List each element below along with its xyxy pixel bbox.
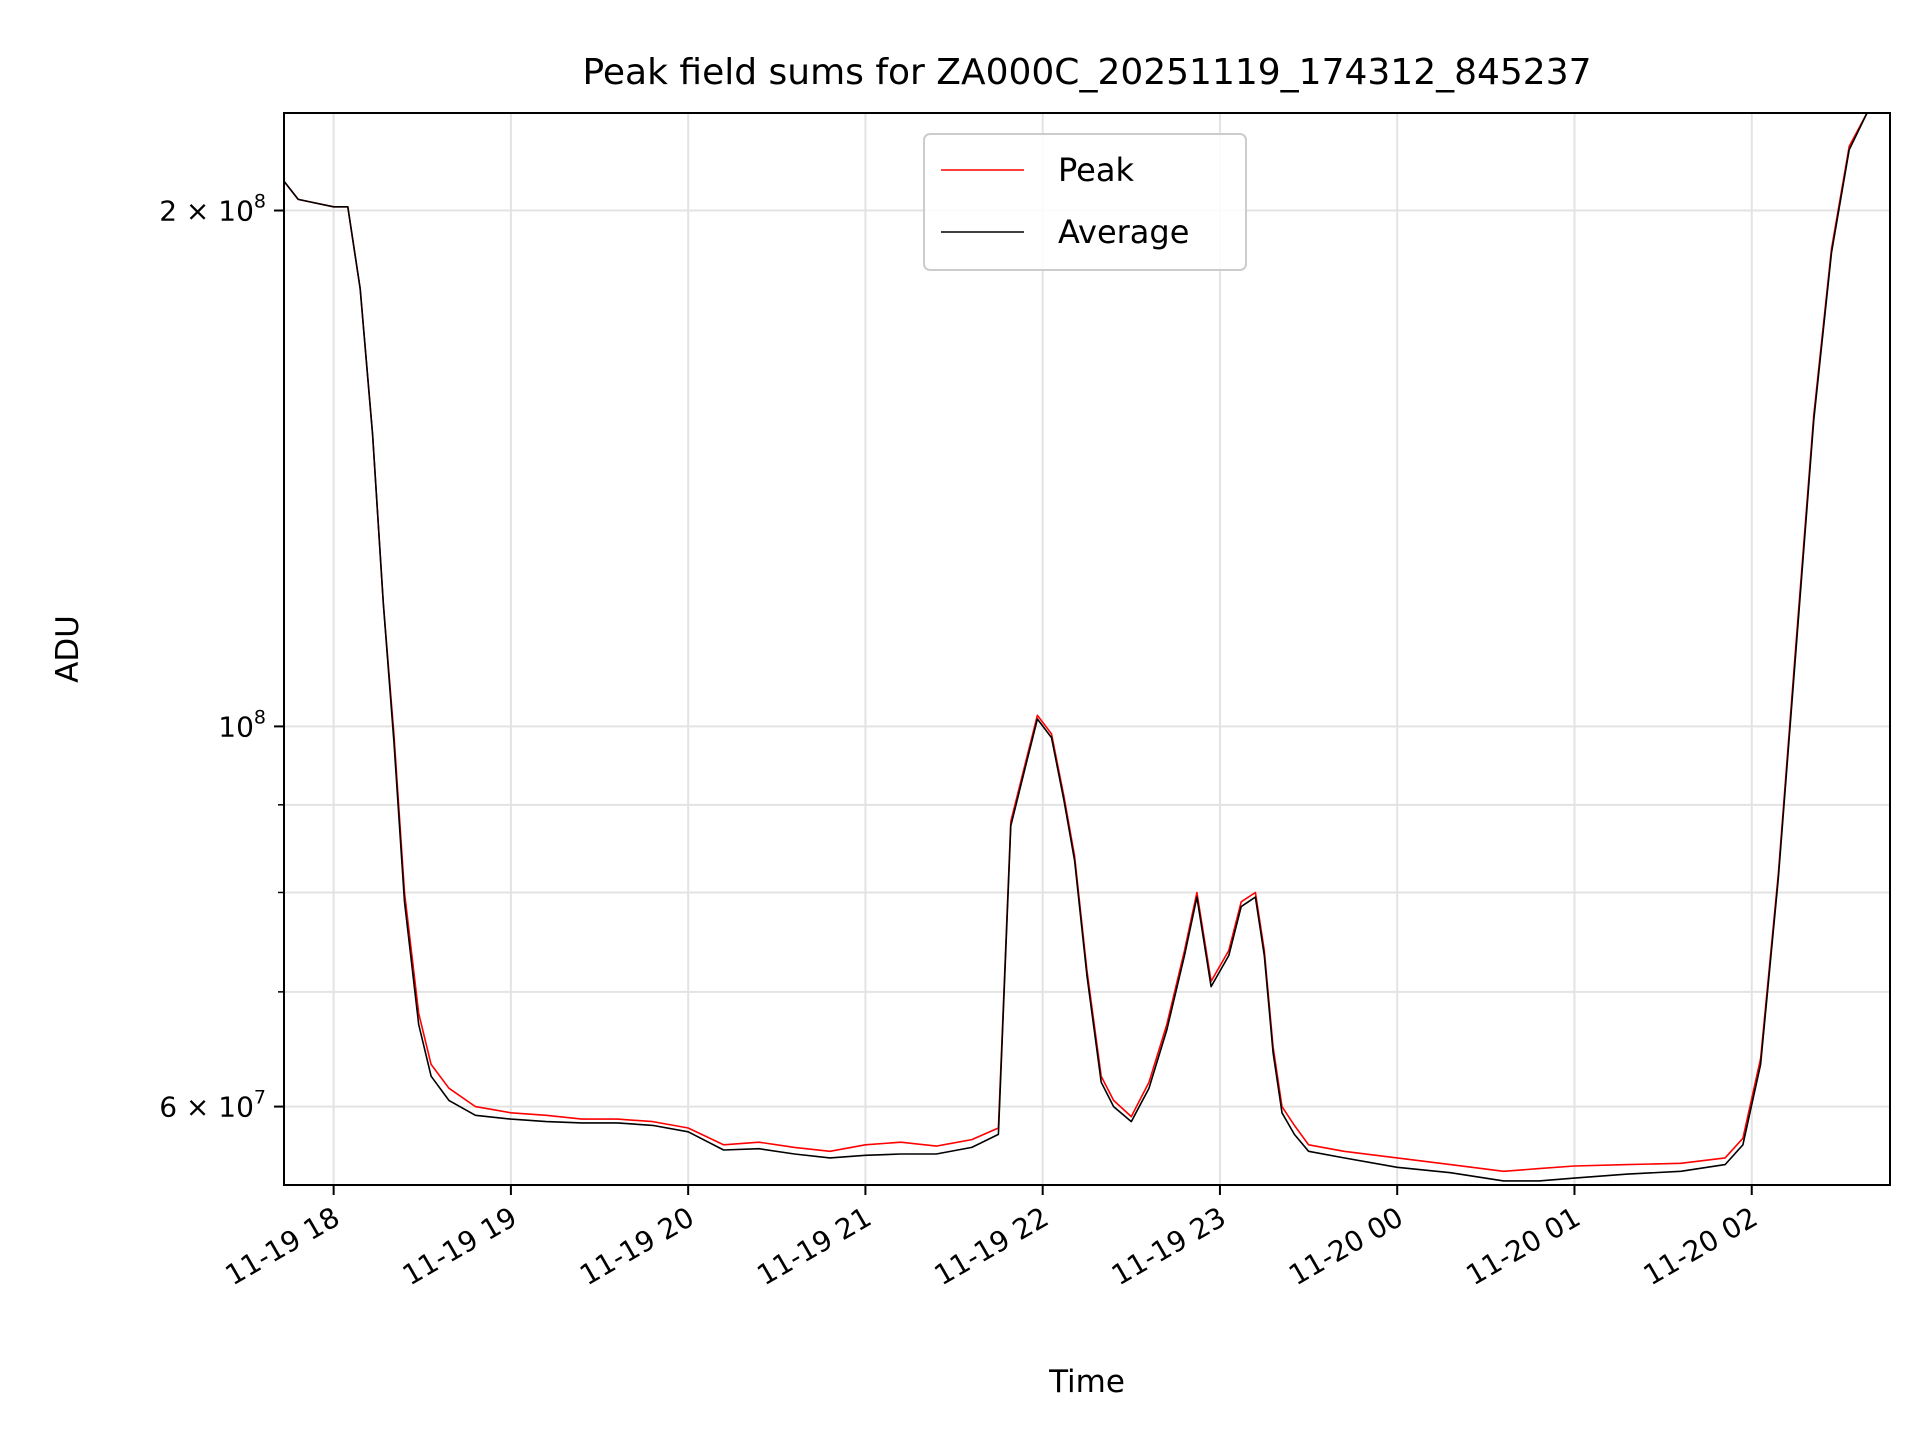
legend-label-average: Average: [1058, 213, 1189, 251]
legend-label-peak: Peak: [1058, 151, 1134, 189]
y-tick-label: 108: [218, 706, 266, 743]
legend: Peak Average: [923, 133, 1247, 271]
y-tick-label: 6 × 107: [159, 1087, 266, 1124]
legend-box: [923, 133, 1247, 271]
series-layer: [283, 112, 1890, 1182]
y-tick-label: 2 × 108: [159, 191, 266, 228]
y-tick-mantissa: 10: [218, 710, 254, 743]
y-tick-exponent: 8: [254, 191, 266, 213]
series-line-average: [283, 112, 1890, 1182]
chart-title: Peak field sums for ZA000C_20251119_1743…: [582, 52, 1591, 93]
y-tick-mantissa: 6 × 10: [159, 1091, 254, 1124]
plot-frame: [283, 112, 1891, 1186]
grid: [284, 113, 1890, 1185]
y-tick-exponent: 7: [254, 1087, 266, 1109]
y-axis-label: ADU: [50, 615, 86, 683]
y-tick-exponent: 8: [254, 706, 266, 728]
x-axis-label: Time: [1048, 1364, 1125, 1400]
y-tick-mantissa: 2 × 10: [159, 195, 254, 228]
